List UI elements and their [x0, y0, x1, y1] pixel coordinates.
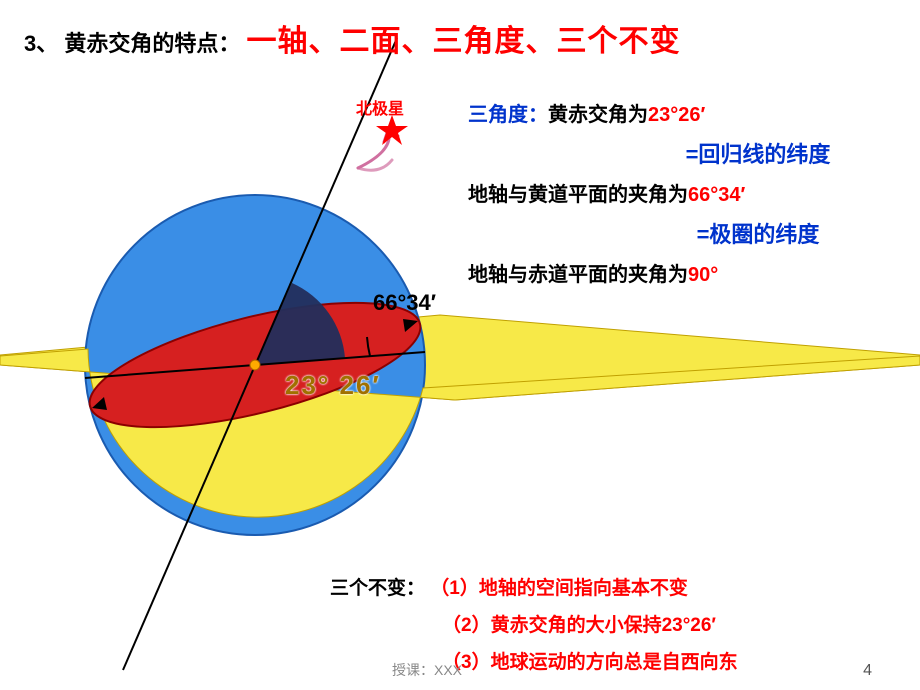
- l3-a: 地轴与黄道平面的夹角为: [468, 184, 688, 206]
- earth-sphere: [85, 195, 425, 535]
- ecliptic-plane-front: [0, 349, 920, 517]
- line-4: =极圈的纬度: [468, 214, 908, 256]
- equator-arrow-left-icon: [92, 397, 107, 410]
- right-text-block: 三角度：黄赤交角为23°26′ =回归线的纬度 地轴与黄道平面的夹角为66°34…: [468, 96, 908, 294]
- rotation-arrow-back-icon: [358, 160, 392, 170]
- l1-a: 三角度：: [468, 104, 548, 126]
- bottom-line-2: （2）黄赤交角的大小保持23°26′: [330, 607, 738, 644]
- equator-arrow-right-icon: [403, 319, 418, 332]
- l4: =极圈的纬度: [697, 222, 820, 247]
- heading-label: 黄赤交角的特点：: [64, 31, 240, 56]
- bottom-i1: （1）地轴的空间指向基本不变: [430, 578, 688, 599]
- l5-b: 90°: [688, 264, 718, 286]
- polaris-star-icon: [376, 115, 408, 145]
- footer-text: 授课：XXX: [392, 660, 462, 680]
- center-dot-icon: [250, 360, 260, 370]
- heading-highlight: 一轴、二面、三角度、三个不变: [247, 25, 681, 58]
- angle-arc-23: [367, 337, 370, 356]
- ecliptic-plane-back: [0, 315, 920, 400]
- page-number: 4: [863, 662, 872, 680]
- bottom-line-1: 三个不变： （1）地轴的空间指向基本不变: [330, 570, 738, 607]
- line-3: 地轴与黄道平面的夹角为66°34′: [468, 176, 908, 214]
- l1-c: 23°26′: [648, 104, 705, 126]
- bottom-label: 三个不变：: [330, 578, 425, 599]
- l5-a: 地轴与赤道平面的夹角为: [468, 264, 688, 286]
- rotation-arrow-icon: [358, 130, 398, 168]
- angle-label-66: 66°34′: [373, 290, 436, 316]
- bottom-i2: （2）黄赤交角的大小保持23°26′: [442, 615, 716, 636]
- polaris-label: 北极星: [356, 95, 404, 119]
- heading-number: 3、: [24, 31, 58, 56]
- l2: =回归线的纬度: [686, 142, 831, 167]
- l1-b: 黄赤交角为: [548, 104, 648, 126]
- angle-arc-66: [255, 283, 345, 365]
- line-5: 地轴与赤道平面的夹角为90°: [468, 256, 908, 294]
- line-1: 三角度：黄赤交角为23°26′: [468, 96, 908, 134]
- heading: 3、 黄赤交角的特点： 一轴、二面、三角度、三个不变: [24, 16, 681, 60]
- l3-b: 66°34′: [688, 184, 745, 206]
- bottom-i3: （3）地球运动的方向总是自西向东: [442, 652, 738, 673]
- line-2: =回归线的纬度: [468, 134, 908, 176]
- angle-label-23: 23° 26′: [285, 370, 381, 401]
